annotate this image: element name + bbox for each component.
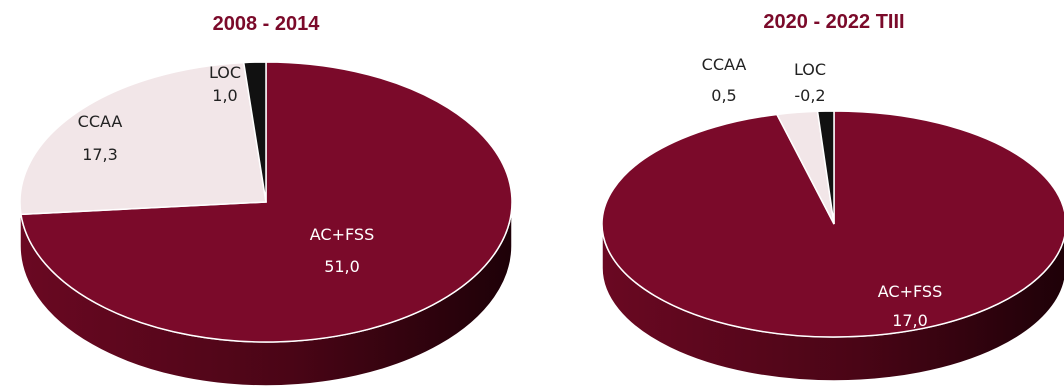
pie-1-slice-ccaa bbox=[19, 61, 267, 216]
pie-2-label-ac-fss: AC+FSS bbox=[878, 282, 942, 301]
pie-2-label-loc: LOC bbox=[794, 60, 826, 79]
pie-1-label-ccaa: CCAA bbox=[78, 112, 123, 131]
pie-1-value-loc: 1,0 bbox=[212, 86, 237, 105]
pie-2-label-ccaa: CCAA bbox=[702, 55, 747, 74]
pie-2-value-loc: -0,2 bbox=[794, 86, 825, 105]
chart-2-title: 2020 - 2022 TIII bbox=[763, 11, 904, 33]
pie-1-value-ccaa: 17,3 bbox=[82, 145, 118, 164]
pie-2-value-ac-fss: 17,0 bbox=[892, 311, 928, 330]
pie-2-slice-ac-fss bbox=[601, 110, 1064, 338]
pie-chart-1: 2008 - 2014 LOC 1,0 CCAA 17,3 AC+FSS 51,… bbox=[19, 13, 513, 387]
pie-1-slice-loc bbox=[242, 61, 267, 203]
pie-1-label-ac-fss: AC+FSS bbox=[310, 225, 374, 244]
pie-chart-2: 2020 - 2022 TIII CCAA 0,5 LOC -0,2 AC+FS… bbox=[601, 11, 1064, 382]
pie-1-value-ac-fss: 51,0 bbox=[324, 257, 360, 276]
pie-2-slice-loc bbox=[816, 110, 835, 225]
pie-1-label-loc: LOC bbox=[209, 63, 241, 82]
chart-1-title: 2008 - 2014 bbox=[213, 13, 321, 35]
pie-2-value-ccaa: 0,5 bbox=[711, 86, 736, 105]
